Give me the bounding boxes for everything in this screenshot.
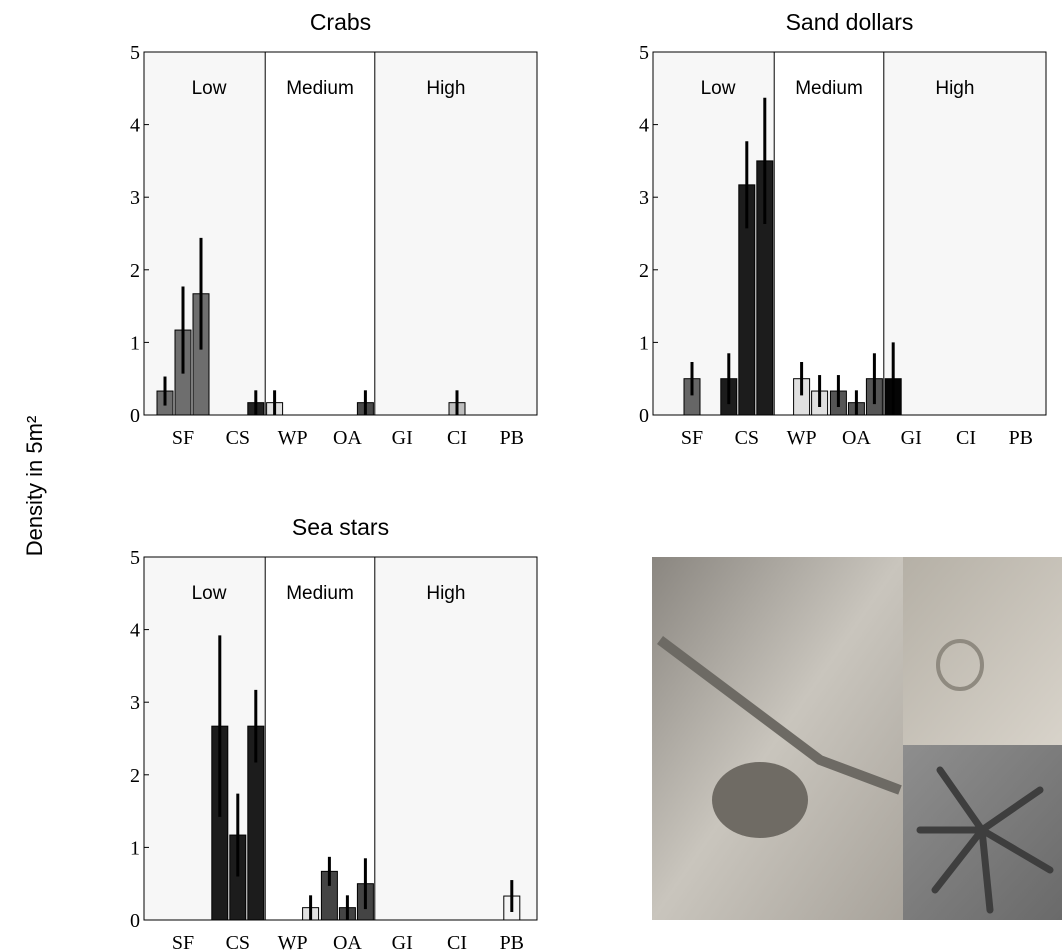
region-background [265,557,375,920]
x-tick-label: OA [333,932,362,951]
region-label: Low [701,78,736,99]
x-tick-label: PB [500,427,524,449]
y-tick-label: 2 [639,260,649,282]
y-tick-label: 1 [130,837,140,859]
chart-title: Crabs [310,9,371,35]
y-tick-label: 4 [130,620,140,642]
x-tick-label: GI [392,427,413,449]
y-tick-label: 1 [639,332,649,354]
region-label: Medium [795,78,863,99]
chart-title: Sand dollars [786,9,914,35]
y-tick-label: 2 [130,765,140,787]
y-tick-label: 0 [639,405,649,427]
x-tick-label: SF [172,932,194,951]
photo-detail [936,639,984,691]
photo-sand-dollar [903,557,1062,745]
region-background [265,52,375,415]
plot-frame [652,51,1047,416]
region-label: High [426,583,465,604]
x-tick-label: WP [787,427,817,449]
x-tick-label: SF [681,427,703,449]
region-label: Low [192,583,227,604]
x-tick-label: OA [842,427,871,449]
photo-detail [657,636,902,795]
y-tick-label: 3 [130,187,140,209]
y-tick-label: 0 [130,405,140,427]
y-tick-label: 4 [130,115,140,137]
x-tick-label: PB [500,932,524,951]
region-background [774,52,884,415]
y-tick-label: 0 [130,910,140,932]
x-tick-label: WP [278,427,308,449]
y-tick-label: 3 [639,187,649,209]
photo-detail [916,766,1054,914]
region-label: Medium [286,583,354,604]
x-tick-label: OA [333,427,362,449]
chart-title: Sea stars [292,514,389,540]
x-tick-label: PB [1009,427,1033,449]
plot-frame [143,556,538,921]
photo-detail [712,762,808,838]
x-tick-label: GI [901,427,922,449]
y-tick-label: 5 [130,547,140,569]
y-axis-label: Density in 5m² [22,416,47,557]
photo-crab [652,557,903,920]
photo-panel [652,557,1062,920]
region-label: Medium [286,78,354,99]
y-tick-label: 5 [130,42,140,64]
x-tick-label: CS [226,427,250,449]
x-tick-label: CI [447,932,467,951]
region-label: High [935,78,974,99]
x-tick-label: CI [956,427,976,449]
x-tick-label: CI [447,427,467,449]
y-tick-label: 4 [639,115,649,137]
y-tick-label: 3 [130,692,140,714]
y-tick-label: 2 [130,260,140,282]
plot-frame [143,51,538,416]
y-tick-label: 1 [130,332,140,354]
region-label: Low [192,78,227,99]
x-tick-label: CS [226,932,250,951]
y-tick-label: 5 [639,42,649,64]
region-label: High [426,78,465,99]
x-tick-label: SF [172,427,194,449]
x-tick-label: GI [392,932,413,951]
x-tick-label: CS [735,427,759,449]
x-tick-label: WP [278,932,308,951]
